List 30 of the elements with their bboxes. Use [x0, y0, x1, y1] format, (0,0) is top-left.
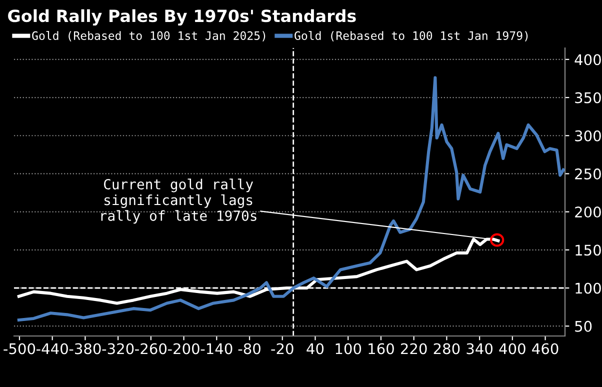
y-tick-label: 50 [575, 320, 592, 332]
x-tick-label: -380 [69, 343, 101, 354]
legend-label: Gold (Rebased to 100 1st Jan 2025) [32, 31, 266, 42]
y-tick-label: 350 [575, 92, 601, 104]
chart-title: Gold Rally Pales By 1970s' Standards [8, 9, 356, 26]
x-tick-label: 280 [434, 343, 460, 354]
x-tick-label: -20 [271, 343, 294, 354]
x-tick-label: -80 [238, 343, 260, 354]
x-tick-label: -260 [135, 343, 167, 354]
y-tick-label: 300 [575, 130, 601, 142]
x-tick-label: -440 [36, 343, 68, 354]
x-tick-label: -500 [4, 343, 36, 354]
x-tick-label: 400 [499, 343, 526, 354]
legend-label: Gold (Rebased to 100 1st Jan 1979) [294, 31, 528, 42]
x-tick-label: 460 [532, 343, 558, 354]
y-tick-label: 400 [574, 54, 601, 66]
x-tick-label: 100 [336, 343, 362, 354]
x-tick-label: 160 [368, 343, 394, 354]
x-tick-label: 220 [400, 343, 427, 354]
x-tick-label: -200 [168, 343, 200, 354]
x-tick-label: 40 [306, 343, 324, 354]
x-tick-label: 340 [466, 343, 493, 354]
y-tick-label: 200 [575, 206, 601, 218]
x-tick-label: -140 [200, 343, 232, 354]
y-tick-label: 250 [575, 168, 601, 180]
x-tick-label: -320 [102, 343, 134, 354]
y-tick-label: 100 [576, 282, 601, 294]
annotation: Current gold rally significantly lags rally of late 1970s [101, 178, 256, 224]
y-tick-label: 150 [576, 244, 601, 256]
line-series [17, 76, 565, 322]
